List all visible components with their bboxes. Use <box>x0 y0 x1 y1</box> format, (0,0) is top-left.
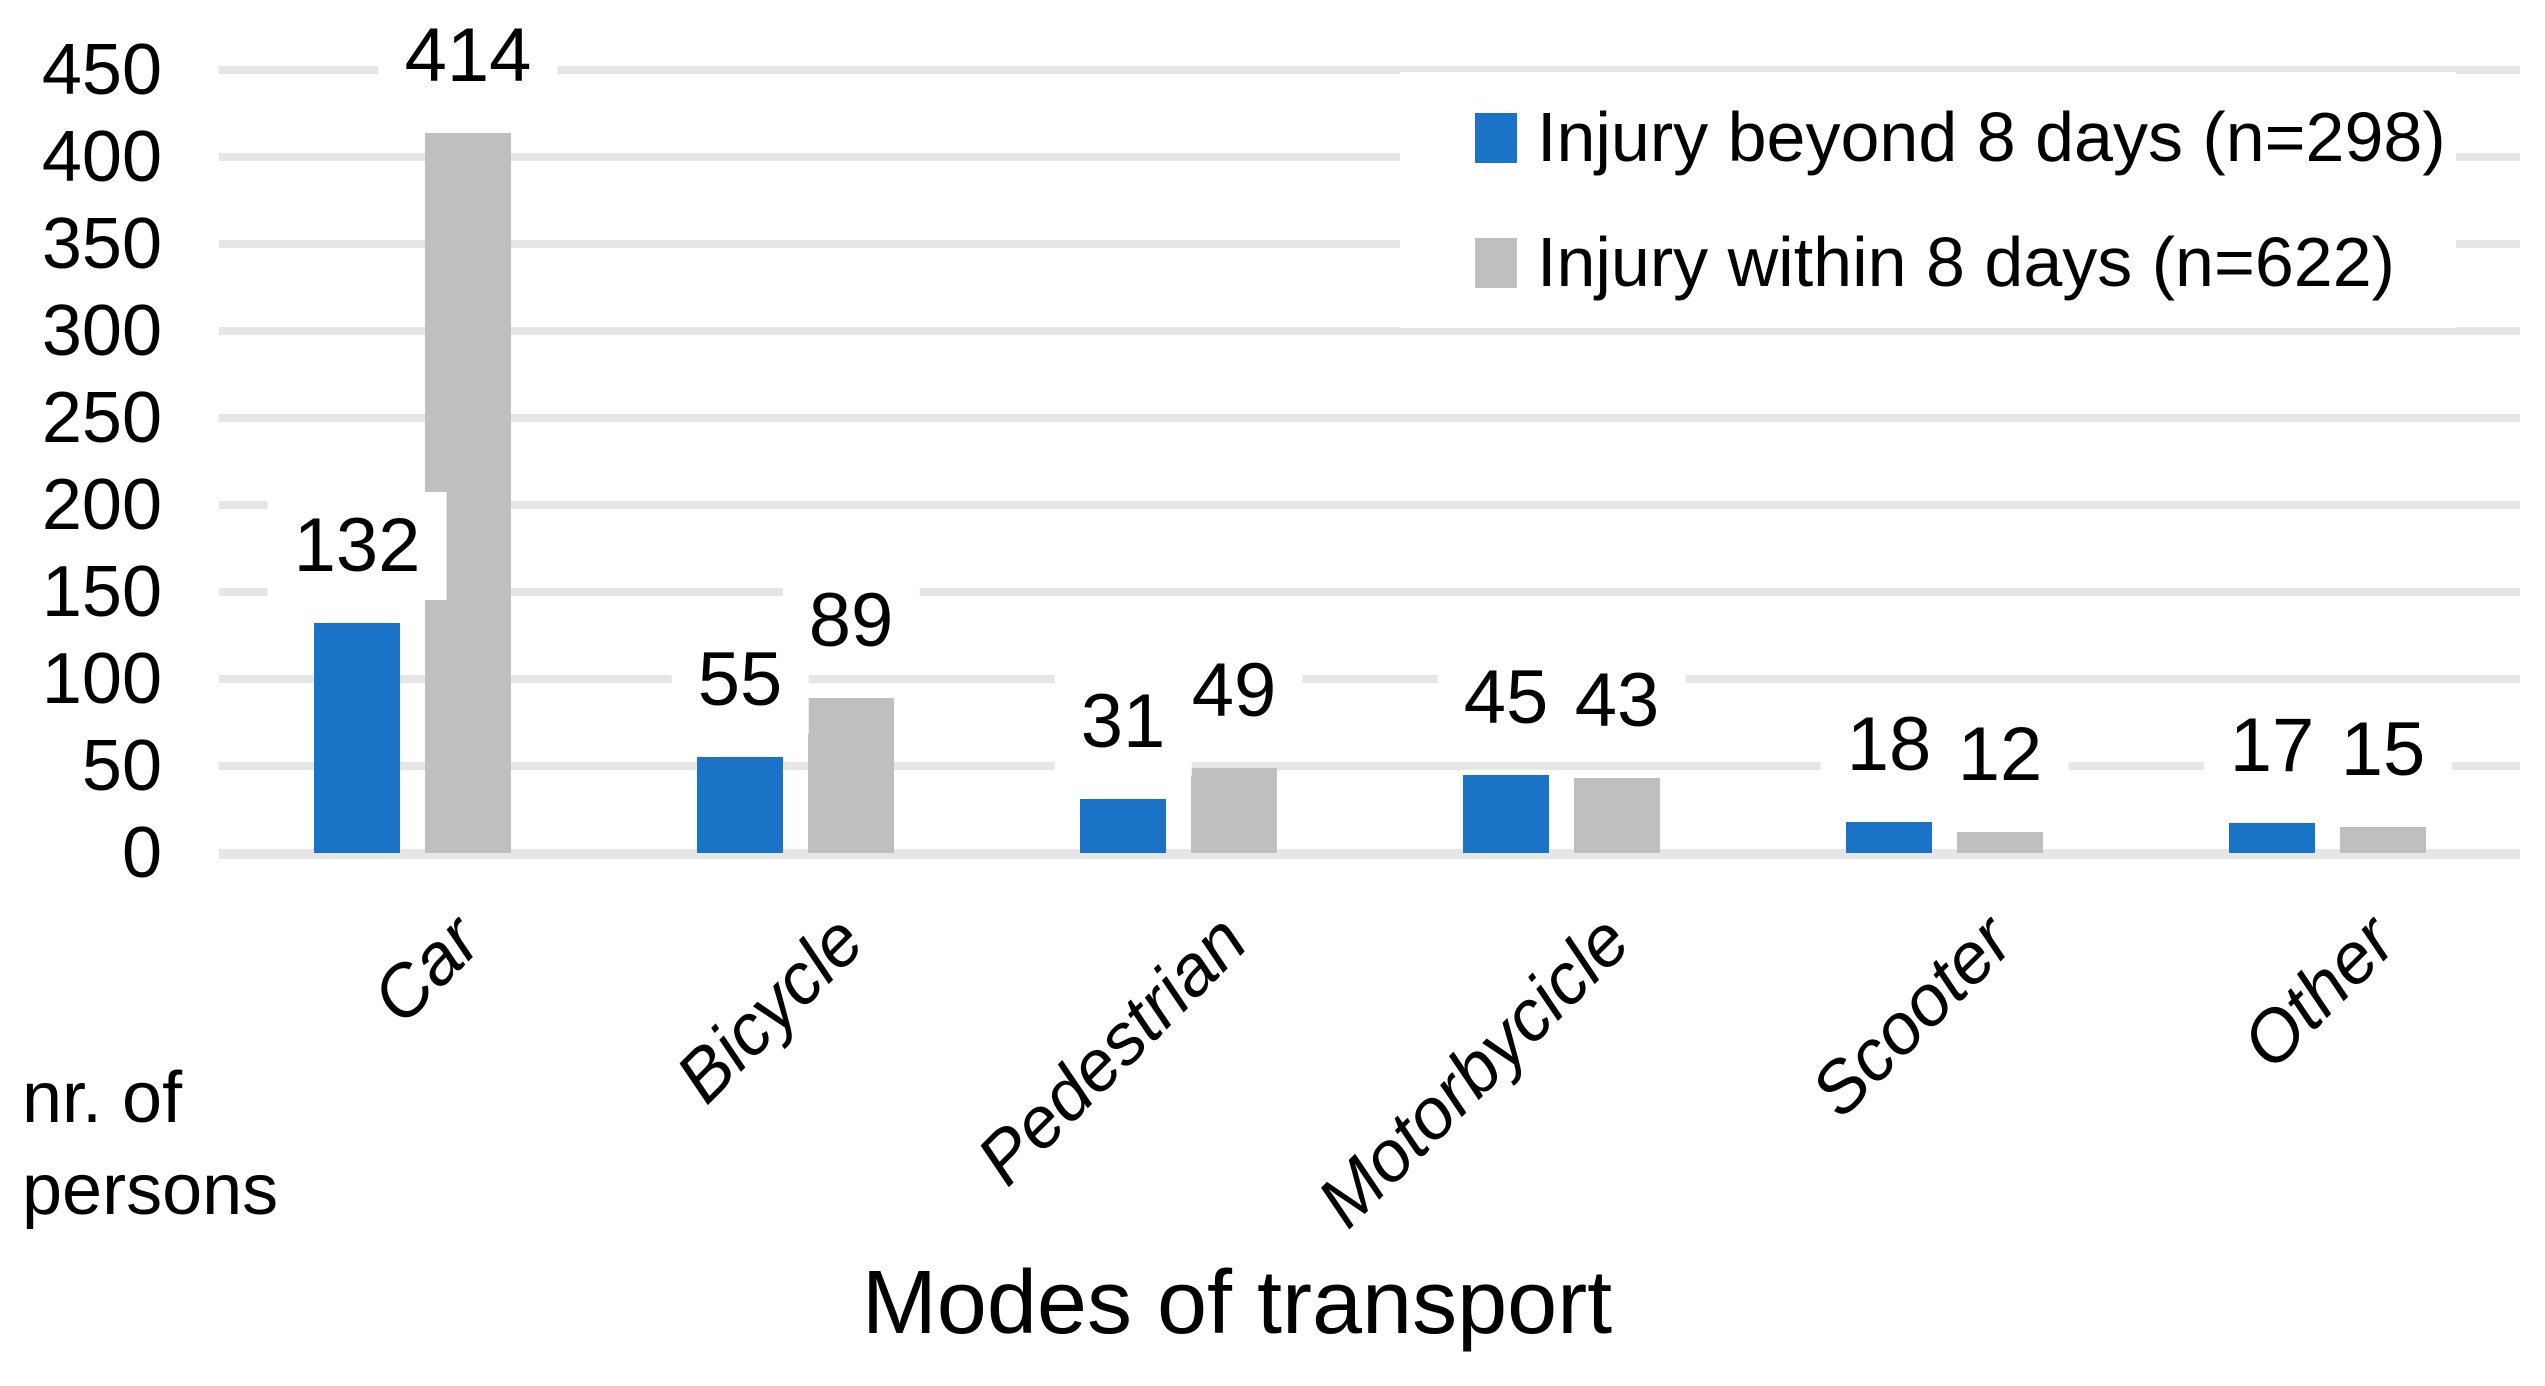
bar-injury-beyond-8-days <box>314 623 400 853</box>
bar-injury-beyond-8-days <box>1463 774 1549 853</box>
y-gridline <box>219 588 2520 596</box>
y-gridline <box>219 66 2520 74</box>
bar-injury-beyond-8-days <box>2229 823 2315 853</box>
y-tick-label: 100 <box>41 639 162 719</box>
legend-item: Injury within 8 days (n=622) <box>1475 221 2446 304</box>
bar-injury-within-8-days <box>808 698 894 853</box>
y-gridline <box>219 762 2520 770</box>
legend: Injury beyond 8 days (n=298) Injury withi… <box>1400 72 2456 328</box>
y-gridline <box>219 153 2520 161</box>
bar-injury-within-8-days <box>1191 767 1277 853</box>
bar-value-label: 49 <box>1165 636 1303 745</box>
bar-value-label: 43 <box>1548 647 1686 756</box>
bar-value-label: 414 <box>378 1 558 110</box>
category-label: Bicycle <box>661 900 880 1119</box>
bar-injury-beyond-8-days <box>697 757 783 853</box>
y-tick-label: 350 <box>41 204 162 284</box>
legend-label: Injury within 8 days (n=622) <box>1537 223 2395 301</box>
y-tick-label: 450 <box>41 30 162 110</box>
category-label: Pedestrian <box>962 900 1263 1201</box>
legend-swatch-icon <box>1475 237 1517 288</box>
bar-injury-within-8-days <box>1574 778 1660 853</box>
category-label: Motorbycicle <box>1302 900 1646 1243</box>
category-label: Car <box>357 900 497 1039</box>
legend-label: Injury beyond 8 days (n=298) <box>1537 98 2446 176</box>
y-gridline <box>219 414 2520 422</box>
bar-value-label: 15 <box>2314 695 2452 804</box>
x-axis-title: Modes of transport <box>861 1253 1613 1353</box>
y-tick-label: 50 <box>81 726 162 806</box>
y-gridline <box>219 675 2520 683</box>
y-tick-label: 0 <box>121 813 162 893</box>
category-label: Scooter <box>1796 900 2029 1133</box>
y-tick-label: 250 <box>41 378 162 458</box>
legend-swatch-icon <box>1475 112 1517 163</box>
bar-value-label: 132 <box>267 492 447 601</box>
y-gridline <box>219 240 2520 248</box>
y-tick-label: 200 <box>41 465 162 545</box>
y-tick-label: 400 <box>41 117 162 197</box>
bar-injury-beyond-8-days <box>1080 799 1166 853</box>
bar-value-label: 89 <box>782 567 920 676</box>
y-tick-label: 300 <box>41 291 162 371</box>
y-gridline <box>219 501 2520 509</box>
y-axis-label-line1: nr. of <box>22 1058 183 1138</box>
legend-item: Injury beyond 8 days (n=298) <box>1475 96 2446 179</box>
bar-value-label: 12 <box>1931 701 2069 810</box>
y-tick-label: 150 <box>41 552 162 632</box>
y-axis-label: nr. of persons <box>22 1052 278 1236</box>
bar-injury-within-8-days <box>2340 826 2426 853</box>
bar-injury-beyond-8-days <box>1846 821 1932 853</box>
y-gridline <box>219 849 2520 859</box>
bar-injury-within-8-days <box>1957 832 2043 853</box>
category-label: Other <box>2227 900 2412 1085</box>
y-gridline <box>219 327 2520 335</box>
y-axis-label-line2: persons <box>22 1150 279 1230</box>
